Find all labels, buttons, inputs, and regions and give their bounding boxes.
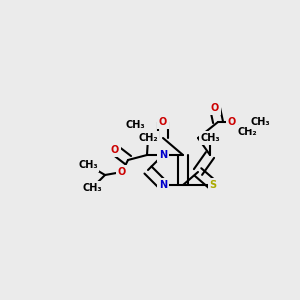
Text: S: S (209, 180, 217, 190)
Text: CH₃: CH₃ (78, 160, 98, 170)
Text: O: O (118, 167, 126, 177)
Text: O: O (111, 145, 119, 155)
Text: N: N (159, 150, 167, 160)
Text: O: O (159, 117, 167, 127)
Text: O: O (211, 103, 219, 113)
Text: N: N (159, 180, 167, 190)
Text: O: O (228, 117, 236, 127)
Text: CH₂: CH₂ (237, 127, 257, 137)
Text: CH₃: CH₃ (125, 120, 145, 130)
Text: CH₂: CH₂ (138, 133, 158, 143)
Text: CH₃: CH₃ (82, 183, 102, 193)
Text: CH₃: CH₃ (250, 117, 270, 127)
Text: CH₃: CH₃ (200, 133, 220, 143)
